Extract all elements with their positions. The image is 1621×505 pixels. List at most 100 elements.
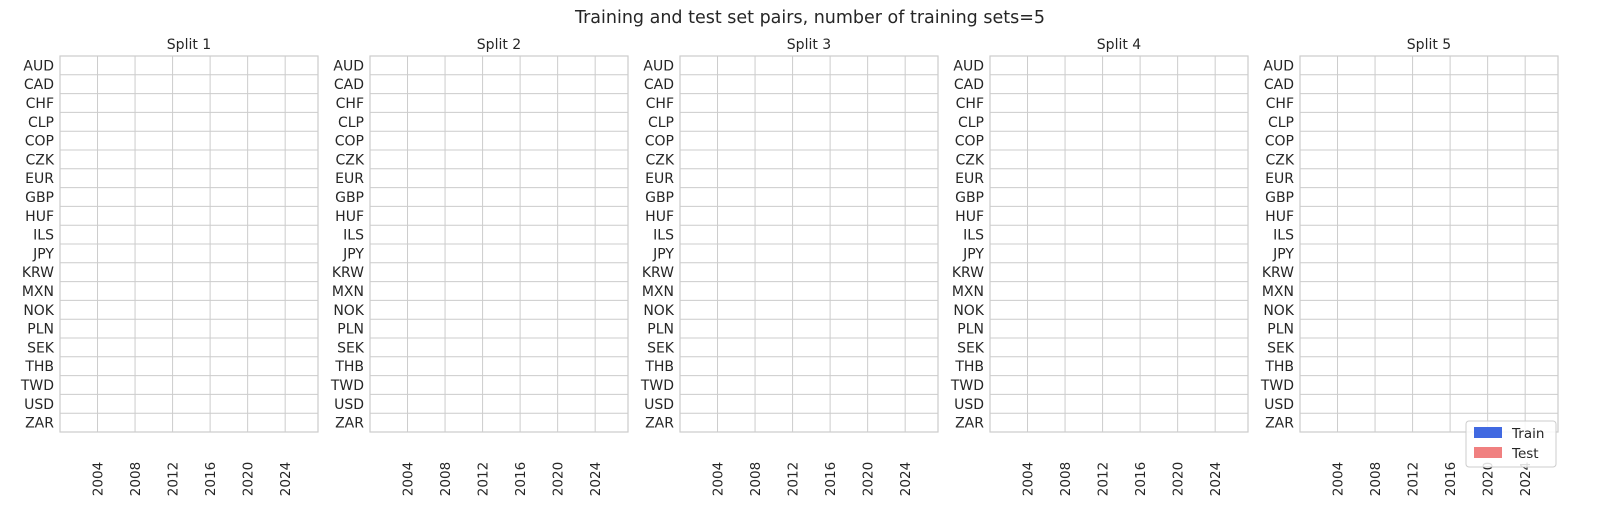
- ytick-label: COP: [25, 134, 54, 150]
- ytick-label: EUR: [645, 171, 674, 187]
- ytick-label: CZK: [25, 152, 54, 168]
- ytick-label: MXN: [1262, 284, 1294, 300]
- ytick-label: TWD: [330, 378, 364, 394]
- ytick-label: GBP: [335, 190, 364, 206]
- ytick-label: JPY: [652, 246, 674, 262]
- panel-split-4: Split 4 AUD CAD CHF CLP COP CZK EUR GBP HUF ILS JPY…: [950, 37, 1249, 496]
- ytick-label: AUD: [333, 58, 364, 74]
- ytick-label: EUR: [1265, 171, 1294, 187]
- panel-title: Split 1: [167, 37, 211, 53]
- ytick-label: USD: [644, 397, 674, 413]
- xtick-label: 2016: [823, 462, 839, 496]
- ytick-label: CLP: [958, 115, 984, 131]
- ytick-label: AUD: [1263, 58, 1294, 74]
- ytick-label: ZAR: [645, 416, 674, 432]
- xtick-label: 2020: [861, 462, 877, 496]
- ytick-label: TWD: [1260, 378, 1294, 394]
- ytick-label: KRW: [642, 265, 674, 281]
- ytick-label: CAD: [334, 77, 364, 93]
- ytick-label: MXN: [22, 284, 54, 300]
- ytick-label: ZAR: [25, 416, 54, 432]
- panel-split-5: Split 5 AUD CAD CHF CLP COP CZK EUR GBP HUF ILS JPY…: [1260, 37, 1559, 496]
- ytick-label: ZAR: [1265, 416, 1294, 432]
- xtick-label: 2024: [278, 462, 294, 496]
- ytick-label: KRW: [952, 265, 984, 281]
- ytick-label: KRW: [332, 265, 364, 281]
- xtick-label: 2004: [401, 462, 417, 496]
- ytick-label: PLN: [27, 322, 54, 338]
- xtick-label: 2016: [513, 462, 529, 496]
- panel-split-1: Split 1 AUD CAD CHF CLP COP CZK EUR GBP HUF ILS JPY…: [20, 37, 319, 496]
- ytick-label: CHF: [646, 96, 674, 112]
- ytick-label: SEK: [647, 340, 675, 356]
- legend-test-swatch: [1474, 447, 1502, 458]
- ytick-label: JPY: [32, 246, 54, 262]
- ytick-label: CAD: [644, 77, 674, 93]
- ytick-label: EUR: [25, 171, 54, 187]
- ytick-label: CZK: [645, 152, 674, 168]
- ytick-label: CHF: [956, 96, 984, 112]
- ytick-label: HUF: [645, 209, 674, 225]
- ytick-label: SEK: [337, 340, 365, 356]
- legend-train-label: Train: [1511, 426, 1544, 442]
- xtick-label: 2024: [588, 462, 604, 496]
- xtick-label: 2020: [1171, 462, 1187, 496]
- legend: Train Test: [1465, 420, 1557, 468]
- ytick-label: GBP: [25, 190, 54, 206]
- ytick-label: CLP: [338, 115, 364, 131]
- ytick-label: ZAR: [335, 416, 364, 432]
- ytick-label: TWD: [640, 378, 674, 394]
- ytick-label: ILS: [343, 228, 364, 244]
- ytick-label: JPY: [962, 246, 984, 262]
- ytick-label: MXN: [332, 284, 364, 300]
- ytick-label: JPY: [342, 246, 364, 262]
- ytick-label: NOK: [1263, 303, 1294, 319]
- ytick-label: NOK: [643, 303, 674, 319]
- ytick-label: MXN: [952, 284, 984, 300]
- xtick-label: 2008: [438, 462, 454, 496]
- ytick-label: NOK: [953, 303, 984, 319]
- panel-frame: [989, 55, 1249, 433]
- xtick-label: 2008: [1368, 462, 1384, 496]
- ytick-label: EUR: [955, 171, 984, 187]
- ytick-label: THB: [24, 359, 54, 375]
- ytick-label: SEK: [27, 340, 55, 356]
- ytick-label: CAD: [24, 77, 54, 93]
- xtick-label: 2004: [1331, 462, 1347, 496]
- panel-frame: [1299, 55, 1559, 433]
- ytick-label: HUF: [335, 209, 364, 225]
- panel-split-2: Split 2 AUD CAD CHF CLP COP CZK EUR GBP HUF ILS JPY…: [330, 37, 629, 496]
- xtick-label: 2024: [898, 462, 914, 496]
- ytick-label: CLP: [28, 115, 54, 131]
- xtick-label: 2004: [1021, 462, 1037, 496]
- xtick-label: 2024: [1208, 462, 1224, 496]
- panel-title: Split 3: [787, 37, 831, 53]
- panel-split-3: Split 3 AUD CAD CHF CLP COP CZK EUR GBP HUF ILS JPY…: [640, 37, 939, 496]
- ytick-label: USD: [954, 397, 984, 413]
- xtick-label: 2004: [91, 462, 107, 496]
- ytick-label: TWD: [20, 378, 54, 394]
- panel-title: Split 4: [1097, 37, 1141, 53]
- xtick-label: 2020: [551, 462, 567, 496]
- ytick-label: THB: [644, 359, 674, 375]
- ytick-label: COP: [645, 134, 674, 150]
- ytick-label: CAD: [954, 77, 984, 93]
- ytick-label: KRW: [1262, 265, 1294, 281]
- xtick-label: 2020: [241, 462, 257, 496]
- xtick-label: 2008: [128, 462, 144, 496]
- ytick-label: USD: [334, 397, 364, 413]
- ytick-label: PLN: [957, 322, 984, 338]
- ytick-label: CLP: [648, 115, 674, 131]
- xtick-label: 2012: [786, 462, 802, 496]
- ytick-label: HUF: [1265, 209, 1294, 225]
- panel-title: Split 5: [1407, 37, 1451, 53]
- panel-frame: [679, 55, 939, 433]
- panel-title: Split 2: [477, 37, 521, 53]
- ytick-label: AUD: [953, 58, 984, 74]
- xtick-label: 2024: [1518, 462, 1534, 496]
- ytick-label: PLN: [1267, 322, 1294, 338]
- ytick-label: ILS: [653, 228, 674, 244]
- xtick-label: 2016: [1443, 462, 1459, 496]
- xtick-label: 2012: [1406, 462, 1422, 496]
- ytick-label: THB: [1264, 359, 1294, 375]
